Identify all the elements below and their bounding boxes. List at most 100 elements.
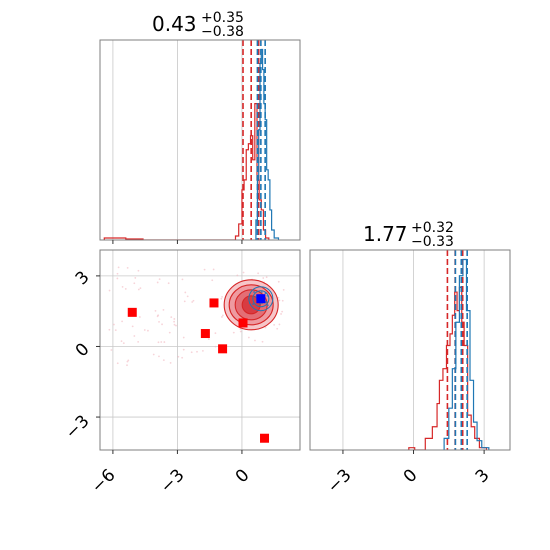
faint-sample-dot bbox=[182, 348, 185, 351]
red-square-marker bbox=[260, 433, 270, 443]
faint-sample-dot bbox=[126, 266, 129, 269]
faint-sample-dot bbox=[211, 279, 214, 282]
faint-sample-dot bbox=[277, 296, 280, 299]
tl-hist-series-0 bbox=[103, 103, 270, 240]
faint-sample-dot bbox=[181, 278, 184, 281]
faint-sample-dot bbox=[254, 339, 256, 342]
faint-sample-dot bbox=[181, 356, 184, 359]
top-left-title-plus: +0.35 bbox=[201, 10, 244, 26]
faint-sample-dot bbox=[110, 349, 113, 351]
faint-sample-dot bbox=[236, 274, 239, 277]
faint-sample-dot bbox=[221, 295, 223, 298]
faint-sample-dot bbox=[186, 295, 189, 298]
faint-sample-dot bbox=[163, 341, 166, 343]
faint-sample-dot bbox=[261, 340, 264, 343]
blue-sample-dot bbox=[254, 296, 257, 299]
faint-sample-dot bbox=[190, 351, 193, 354]
top-left-title-value: 0.43 bbox=[152, 12, 197, 36]
blue-square-marker bbox=[256, 294, 266, 304]
top-left-title-minus: −0.38 bbox=[201, 24, 244, 40]
top-left-histogram-panel: 0.43 +0.35 −0.38 bbox=[99, 7, 301, 244]
top-left-title: 0.43 +0.35 −0.38 bbox=[152, 7, 249, 40]
faint-sample-dot bbox=[126, 364, 128, 367]
faint-sample-dot bbox=[134, 277, 137, 279]
bottom-right-histogram-panel: 1.77 +0.32 −0.33 −3 0 3 bbox=[309, 220, 511, 497]
bl-y-tick-label-0: 0 bbox=[72, 339, 94, 361]
blue-sample-dot bbox=[265, 300, 268, 303]
faint-sample-dot bbox=[126, 360, 129, 363]
faint-sample-dot bbox=[121, 286, 124, 288]
bottom-left-tick-marks bbox=[96, 275, 243, 454]
faint-sample-dot bbox=[278, 299, 281, 302]
faint-sample-dot bbox=[124, 288, 127, 290]
faint-sample-dot bbox=[239, 330, 242, 333]
faint-sample-dot bbox=[212, 268, 215, 271]
faint-sample-dot bbox=[137, 288, 140, 291]
faint-sample-dot bbox=[147, 329, 149, 332]
blue-sample-dot bbox=[259, 302, 262, 305]
faint-sample-dot bbox=[183, 300, 186, 303]
faint-sample-dot bbox=[173, 323, 176, 326]
br-hist-series-0 bbox=[408, 286, 488, 450]
faint-sample-dot bbox=[169, 362, 172, 364]
faint-sample-dot bbox=[121, 320, 124, 323]
bottom-right-tick-marks bbox=[342, 450, 485, 454]
faint-sample-dot bbox=[280, 313, 282, 315]
faint-sample-dot bbox=[143, 329, 146, 331]
red-square-marker bbox=[209, 298, 219, 308]
faint-sample-dot bbox=[137, 269, 140, 272]
top-left-histograms bbox=[103, 40, 280, 240]
faint-sample-dot bbox=[264, 326, 267, 329]
faint-sample-dot bbox=[282, 288, 285, 291]
bottom-right-frame bbox=[309, 249, 511, 451]
faint-sample-dot bbox=[117, 266, 120, 269]
red-square-marker bbox=[238, 318, 248, 328]
faint-sample-dot bbox=[162, 359, 165, 362]
faint-sample-dot bbox=[173, 318, 176, 320]
faint-sample-dot bbox=[158, 355, 160, 358]
faint-sample-dot bbox=[220, 297, 223, 300]
faint-sample-dot bbox=[137, 341, 140, 343]
blue-contour-level-1 bbox=[252, 290, 270, 308]
faint-sample-dot bbox=[162, 308, 165, 311]
faint-sample-dot bbox=[116, 272, 119, 275]
faint-sample-dot bbox=[133, 282, 136, 285]
faint-sample-dot bbox=[191, 301, 194, 303]
faint-sample-dot bbox=[221, 316, 223, 318]
bl-y-tick-label-3: 3 bbox=[72, 267, 94, 289]
blue-sample-dot bbox=[266, 294, 269, 297]
faint-sample-dot bbox=[242, 271, 245, 274]
top-left-tick-marks bbox=[112, 240, 243, 244]
bottom-right-title-value: 1.77 bbox=[363, 222, 408, 246]
faint-sample-dot bbox=[203, 268, 206, 271]
faint-sample-dot bbox=[113, 323, 115, 326]
faint-sample-dot bbox=[196, 350, 198, 353]
blue-sample-dot bbox=[251, 303, 254, 306]
faint-sample-dot bbox=[281, 299, 284, 302]
faint-sample-dot bbox=[214, 332, 217, 335]
bottom-left-scatter-panel: −6 −3 0 3 0 −3 bbox=[62, 249, 301, 497]
faint-sample-dot bbox=[157, 341, 160, 344]
faint-sample-dot bbox=[116, 277, 119, 280]
faint-sample-dot bbox=[161, 323, 163, 326]
br-hist-series-1 bbox=[443, 258, 490, 450]
bottom-left-scatter bbox=[108, 266, 285, 443]
faint-sample-dot bbox=[158, 320, 160, 323]
faint-sample-dot bbox=[158, 278, 161, 280]
faint-sample-dot bbox=[108, 289, 111, 292]
faint-sample-dot bbox=[214, 345, 217, 348]
top-left-grid bbox=[112, 40, 243, 240]
bottom-left-grid bbox=[100, 250, 300, 450]
red-square-marker bbox=[218, 344, 228, 354]
faint-sample-dot bbox=[232, 331, 235, 334]
faint-sample-dot bbox=[152, 353, 155, 356]
faint-sample-dot bbox=[114, 329, 117, 332]
faint-sample-dot bbox=[120, 340, 123, 343]
red-square-marker bbox=[127, 307, 137, 317]
faint-sample-dot bbox=[184, 291, 187, 294]
bottom-right-grid bbox=[342, 250, 485, 450]
blue-sample-dot bbox=[266, 304, 269, 307]
faint-sample-dot bbox=[257, 272, 260, 275]
faint-sample-dot bbox=[182, 336, 185, 339]
